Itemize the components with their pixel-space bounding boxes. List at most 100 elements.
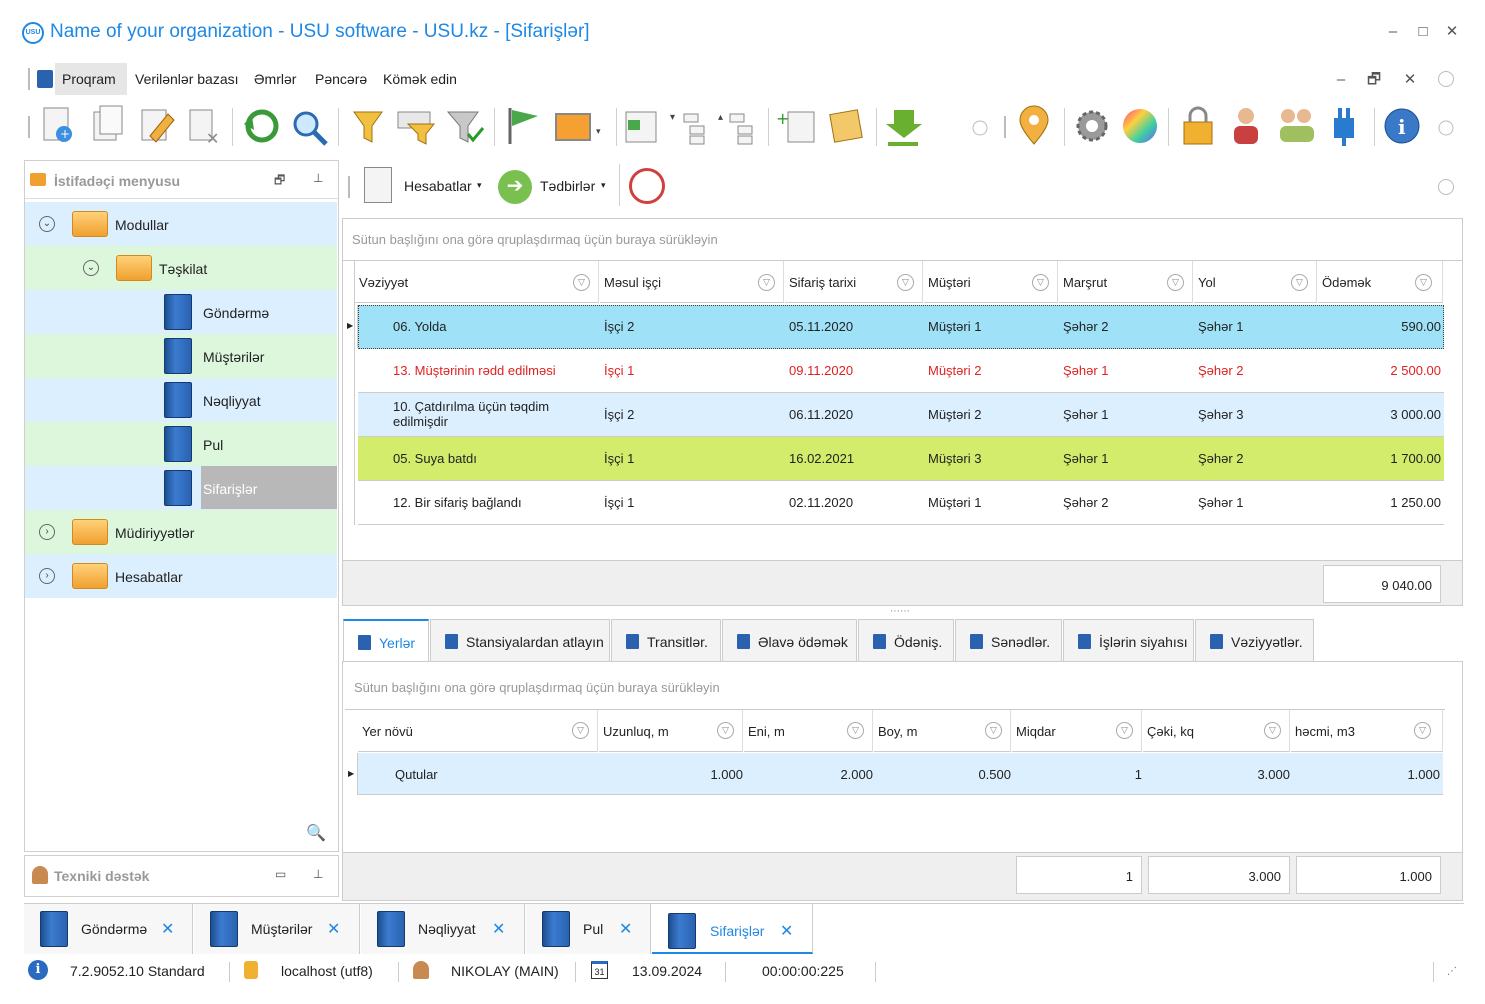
- edit-icon[interactable]: [141, 109, 175, 143]
- support-restore-icon[interactable]: ▭: [275, 867, 287, 881]
- mdi-close-button[interactable]: ✕: [1403, 71, 1417, 88]
- tab-extra-payment[interactable]: Əlavə ödəmək: [722, 619, 857, 661]
- user-icon[interactable]: [1234, 108, 1258, 144]
- table-row[interactable]: [358, 349, 1444, 393]
- filter-icon[interactable]: ▽: [1167, 274, 1184, 291]
- filter-icon[interactable]: ▽: [897, 274, 914, 291]
- expand-icon[interactable]: ›: [39, 524, 55, 540]
- events-arrow-icon[interactable]: ➔: [498, 170, 532, 204]
- window-tab-shipping[interactable]: Göndərmə ✕: [24, 904, 193, 954]
- mdi-restore-button[interactable]: 🗗: [1366, 71, 1382, 88]
- tree-down-icon[interactable]: ▾: [670, 112, 705, 145]
- download-icon[interactable]: [886, 110, 922, 146]
- notes-icon[interactable]: [829, 109, 863, 143]
- panel-pin-icon[interactable]: ⊥: [313, 171, 324, 185]
- close-button[interactable]: ✕: [1445, 23, 1459, 40]
- close-icon[interactable]: ✕: [780, 923, 794, 940]
- color-wheel-icon[interactable]: [1123, 109, 1157, 143]
- menu-program[interactable]: Proqram: [62, 71, 116, 87]
- table-row[interactable]: [358, 753, 1443, 795]
- table-row[interactable]: [358, 437, 1444, 481]
- close-icon[interactable]: ✕: [327, 921, 341, 938]
- maximize-button[interactable]: □: [1418, 23, 1428, 40]
- window-tab-orders[interactable]: Sifarişlər ✕: [652, 904, 813, 954]
- events-dropdown-icon[interactable]: ▾: [601, 180, 606, 190]
- add-row-icon[interactable]: +: [776, 109, 815, 143]
- add-record-icon[interactable]: +: [43, 107, 72, 142]
- clock-icon[interactable]: [629, 168, 665, 204]
- tab-statuses[interactable]: Vəziyyətlər.: [1195, 619, 1314, 661]
- table-row[interactable]: [358, 305, 1444, 349]
- menu-commands[interactable]: Əmrlər: [254, 71, 297, 87]
- mdi-minimize-button[interactable]: –: [1336, 71, 1346, 88]
- window-tab-money[interactable]: Pul ✕: [526, 904, 651, 954]
- column-header-width[interactable]: Eni, m: [744, 710, 873, 752]
- settings-icon[interactable]: [1076, 110, 1108, 142]
- collapse-icon[interactable]: ⌄: [83, 260, 99, 276]
- tree-item-organization[interactable]: [25, 246, 337, 290]
- table-row[interactable]: [358, 481, 1444, 525]
- tree-up-icon[interactable]: ▴: [718, 112, 753, 145]
- info-icon[interactable]: i: [1384, 108, 1420, 144]
- plugin-icon[interactable]: [1334, 108, 1354, 146]
- menu-overflow-icon[interactable]: [1438, 71, 1454, 87]
- menu-database[interactable]: Verilənlər bazası: [135, 71, 239, 87]
- location-icon[interactable]: [1019, 105, 1049, 145]
- expand-icon[interactable]: [625, 111, 657, 143]
- resize-grip-icon[interactable]: ⋰: [1447, 966, 1457, 977]
- tab-transits[interactable]: Transitlər.: [611, 619, 721, 661]
- reports-button[interactable]: Hesabatlar: [404, 178, 472, 194]
- panel-float-icon[interactable]: 🗗: [274, 173, 286, 187]
- copy-icon[interactable]: [93, 105, 123, 141]
- search-icon[interactable]: [293, 111, 328, 146]
- filter-icon[interactable]: ▽: [847, 722, 864, 739]
- collapse-icon[interactable]: ⌄: [39, 216, 55, 232]
- tab-places[interactable]: Yerlər: [343, 619, 429, 661]
- events-button[interactable]: Tədbirlər: [540, 178, 596, 194]
- image-icon[interactable]: ▾: [555, 113, 601, 141]
- close-icon[interactable]: ✕: [161, 921, 175, 938]
- filter-icon[interactable]: ▽: [1264, 722, 1281, 739]
- menu-window[interactable]: Pəncərə: [315, 71, 368, 87]
- filter-icon[interactable]: ▽: [572, 722, 589, 739]
- subtoolbar-overflow-icon[interactable]: [1438, 179, 1454, 195]
- delete-icon[interactable]: ✕: [189, 109, 219, 148]
- filter-settings-icon[interactable]: [397, 111, 436, 145]
- collapse-toolbar-icon[interactable]: [972, 120, 988, 136]
- filter-icon[interactable]: ▽: [985, 722, 1002, 739]
- expand-icon[interactable]: ›: [39, 568, 55, 584]
- window-tab-customers[interactable]: Müştərilər ✕: [194, 904, 360, 954]
- filter-icon[interactable]: ▽: [1291, 274, 1308, 291]
- tab-documents[interactable]: Sənədlər.: [955, 619, 1062, 661]
- window-tab-transport[interactable]: Nəqliyyat ✕: [361, 904, 525, 954]
- tree-search-icon[interactable]: 🔍: [306, 825, 326, 842]
- tab-skip-stations[interactable]: Stansiyalardan atlayın: [430, 619, 610, 661]
- column-header-employee[interactable]: Məsul işçi: [600, 261, 784, 303]
- close-icon[interactable]: ✕: [492, 921, 506, 938]
- menu-help[interactable]: Kömək edin: [383, 71, 457, 87]
- tab-task-list[interactable]: İşlərin siyahısı: [1063, 619, 1194, 661]
- table-row[interactable]: [358, 393, 1444, 437]
- refresh-icon[interactable]: [244, 109, 279, 143]
- flag-icon[interactable]: [508, 108, 538, 144]
- column-header-volume[interactable]: həcmi, m3: [1291, 710, 1443, 752]
- filter-icon[interactable]: ▽: [1032, 274, 1049, 291]
- users-icon[interactable]: [1280, 109, 1314, 142]
- reports-dropdown-icon[interactable]: ▾: [477, 180, 482, 190]
- filter-apply-icon[interactable]: [446, 111, 485, 143]
- support-pin-icon[interactable]: ⊥: [313, 867, 324, 881]
- filter-icon[interactable]: ▽: [1415, 274, 1432, 291]
- filter-icon[interactable]: ▽: [1116, 722, 1133, 739]
- toolbar-overflow-icon[interactable]: [1438, 120, 1454, 136]
- filter-icon[interactable]: ▽: [758, 274, 775, 291]
- tab-payment[interactable]: Ödəniş.: [858, 619, 954, 661]
- reports-icon[interactable]: [364, 167, 392, 203]
- filter-icon[interactable]: ▽: [717, 722, 734, 739]
- column-header-place-type[interactable]: Yer növü: [358, 710, 598, 752]
- column-header-status[interactable]: Vəziyyət: [355, 261, 599, 303]
- column-header-height[interactable]: Boy, m: [874, 710, 1011, 752]
- minimize-button[interactable]: –: [1388, 23, 1398, 40]
- filter-icon[interactable]: ▽: [1414, 722, 1431, 739]
- filter-icon[interactable]: [353, 111, 383, 143]
- splitter-handle[interactable]: ⋯⋯: [890, 606, 910, 617]
